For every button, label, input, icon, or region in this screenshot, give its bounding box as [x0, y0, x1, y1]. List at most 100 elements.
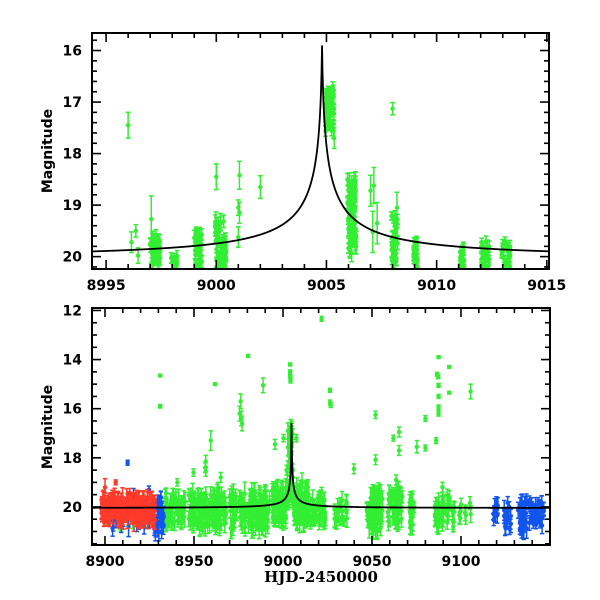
data-point-green	[436, 374, 441, 380]
data-point-green	[316, 510, 322, 531]
data-point-green	[175, 477, 180, 487]
data-point-green	[175, 504, 181, 526]
data-point-green	[344, 495, 349, 515]
data-point-green	[394, 191, 400, 224]
data-point-green	[133, 223, 139, 238]
data-point-green	[125, 111, 131, 139]
y-tick-label: 16	[63, 402, 82, 418]
data-point-green	[284, 464, 289, 476]
data-point-green	[395, 480, 401, 492]
data-point-green	[157, 403, 163, 409]
data-point-green	[373, 454, 378, 466]
data-point-green	[323, 87, 329, 99]
data-point-green	[205, 509, 210, 525]
data-point-blue	[503, 521, 508, 536]
data-point-green	[507, 260, 513, 269]
data-point-green	[396, 426, 402, 438]
data-point-blue	[494, 496, 499, 514]
data-point-green	[339, 509, 345, 526]
data-point-green	[423, 444, 428, 452]
data-point-green	[433, 436, 439, 445]
data-point-green	[271, 486, 276, 503]
data-point-green	[221, 214, 227, 229]
data-point-blue	[531, 518, 536, 530]
data-point-red	[150, 514, 155, 529]
data-point-green	[213, 163, 219, 191]
data-point-green	[395, 511, 400, 531]
data-point-green	[436, 404, 441, 411]
data-point-green	[351, 463, 357, 475]
data-point-green	[350, 209, 356, 222]
data-point-green	[414, 439, 420, 454]
data-point-green	[190, 482, 195, 507]
data-point-green	[218, 471, 223, 484]
data-point-green	[197, 514, 202, 538]
data-point-blue	[519, 493, 525, 514]
data-point-green	[148, 195, 154, 243]
data-point-green	[507, 239, 513, 256]
data-point-red	[104, 502, 109, 523]
data-point-green	[227, 488, 232, 506]
y-tick-label: 17	[63, 95, 82, 111]
data-point-green	[319, 486, 324, 498]
data-point-blue	[531, 503, 536, 519]
x-tick-label: 9015	[527, 278, 566, 294]
data-point-green	[347, 194, 353, 209]
data-point-green	[436, 382, 441, 389]
data-point-red	[141, 510, 146, 526]
data-point-green	[208, 430, 213, 452]
data-point-green	[222, 507, 228, 522]
data-point-red	[106, 510, 111, 528]
data-point-blue	[541, 506, 547, 516]
data-point-green	[373, 519, 378, 539]
bottom-xlabel: HJD-2450000	[264, 568, 378, 586]
data-point-green	[294, 508, 300, 531]
data-point-green	[349, 223, 355, 238]
data-point-green	[231, 515, 236, 532]
y-tick-label: 18	[63, 451, 82, 467]
data-point-red	[120, 510, 126, 530]
data-point-green	[396, 444, 402, 457]
data-point-green	[157, 373, 163, 378]
data-point-green	[262, 502, 268, 526]
data-point-green	[347, 237, 353, 248]
data-point-green	[460, 250, 466, 260]
data-point-green	[294, 433, 299, 443]
data-point-green	[168, 501, 174, 519]
data-point-green	[312, 509, 317, 527]
data-point-red	[108, 491, 114, 507]
data-point-green	[267, 490, 272, 511]
data-point-green	[436, 410, 441, 417]
data-point-blue	[527, 514, 532, 531]
series-blue	[110, 459, 547, 542]
data-point-green	[260, 377, 266, 394]
data-point-green	[257, 174, 263, 200]
data-point-green	[150, 258, 156, 269]
data-point-green	[270, 512, 276, 524]
data-point-green	[288, 374, 293, 382]
data-point-green	[368, 174, 373, 207]
data-point-green	[237, 160, 242, 190]
data-point-green	[390, 235, 396, 254]
data-point-green	[319, 315, 324, 323]
data-point-green	[245, 353, 251, 359]
top-model-curve	[92, 45, 549, 253]
data-point-green	[297, 503, 303, 518]
data-point-green	[380, 498, 385, 523]
data-point-green	[213, 509, 218, 526]
data-point-green	[331, 127, 337, 150]
data-point-green	[390, 214, 396, 224]
data-point-green	[373, 410, 378, 420]
y-tick-label: 14	[63, 353, 83, 369]
data-point-green	[274, 480, 280, 496]
data-point-red	[113, 479, 118, 486]
data-point-red	[102, 477, 108, 497]
bottom-panel: 8900 8950 9000 9050 9100 12 14 16 18 20 Magnitude…	[40, 303, 551, 586]
bottom-ylabel: Magnitude	[40, 385, 56, 469]
data-point-green	[436, 354, 441, 360]
top-panel-axes: 8995 9000 9005 9010 9015 16 17 18 19 20	[63, 32, 566, 294]
data-point-green	[239, 415, 245, 432]
data-point-green	[410, 493, 415, 508]
data-point-red	[134, 512, 139, 525]
data-point-green	[390, 101, 395, 116]
